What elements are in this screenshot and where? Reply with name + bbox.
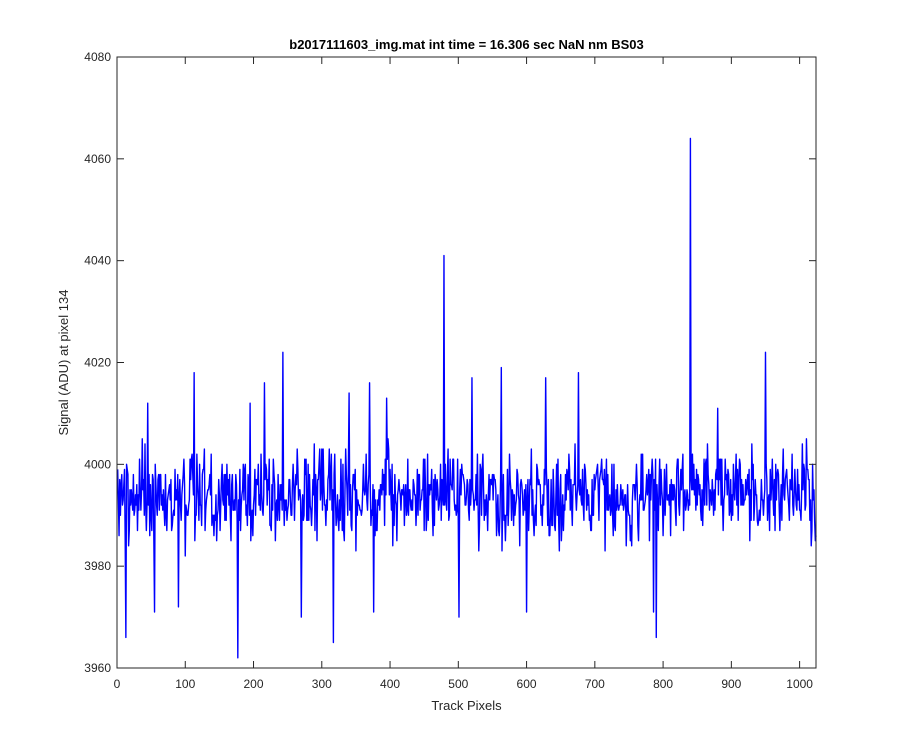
x-tick-label: 200 <box>244 677 264 691</box>
x-tick-label: 700 <box>585 677 605 691</box>
y-tick-label: 4020 <box>84 356 111 370</box>
y-tick-label: 3960 <box>84 661 111 675</box>
y-tick-label: 3980 <box>84 559 111 573</box>
x-tick-label: 0 <box>114 677 121 691</box>
chart-title: b2017111603_img.mat int time = 16.306 se… <box>289 37 643 52</box>
x-tick-label: 500 <box>448 677 468 691</box>
y-tick-label: 4000 <box>84 457 111 471</box>
y-tick-label: 4040 <box>84 254 111 268</box>
x-tick-label: 1000 <box>786 677 813 691</box>
x-tick-label: 900 <box>721 677 741 691</box>
x-axis-label: Track Pixels <box>431 698 502 713</box>
x-tick-label: 800 <box>653 677 673 691</box>
x-tick-label: 600 <box>517 677 537 691</box>
ticks-layer: 0 100 200 300 400 500 600 700 800 900 1000 3960 3980… <box>84 50 816 691</box>
y-axis-label: Signal (ADU) at pixel 134 <box>56 290 71 436</box>
x-tick-label: 100 <box>175 677 195 691</box>
plot-frame <box>116 56 817 669</box>
x-tick-label: 300 <box>312 677 332 691</box>
y-tick-label: 4060 <box>84 152 111 166</box>
series-layer <box>116 137 817 659</box>
x-tick-label: 400 <box>380 677 400 691</box>
y-tick-label: 4080 <box>84 50 111 64</box>
plot-area <box>117 57 816 668</box>
signal-line <box>116 137 817 659</box>
